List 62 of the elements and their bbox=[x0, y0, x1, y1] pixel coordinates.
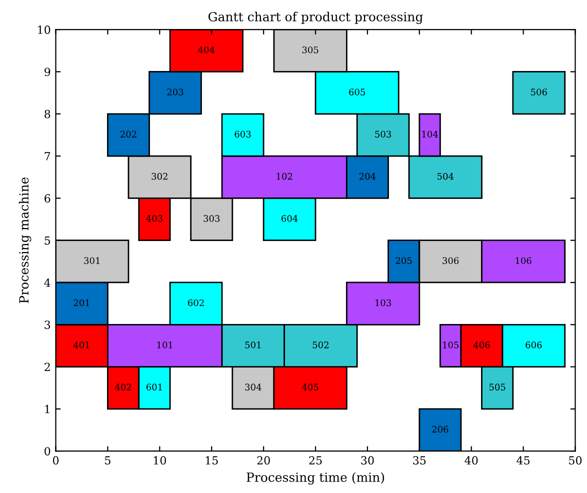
series-label: 305 bbox=[302, 46, 318, 54]
series-label: 304 bbox=[245, 384, 262, 390]
series-label: 602 bbox=[188, 299, 204, 306]
series-label: 605 bbox=[349, 88, 365, 96]
series-label: 306 bbox=[442, 257, 459, 264]
series-label: 503 bbox=[375, 130, 391, 138]
y-tick-label: 5 bbox=[44, 236, 50, 245]
x-tick-label: 15 bbox=[206, 456, 218, 465]
y-tick-label: 9 bbox=[44, 68, 50, 76]
series-label: 105 bbox=[443, 342, 458, 348]
series-label: 201 bbox=[74, 299, 90, 306]
series-label: 504 bbox=[438, 172, 454, 180]
series-label: 404 bbox=[198, 46, 215, 54]
y-tick-label: 4 bbox=[44, 278, 50, 287]
series-label: 502 bbox=[312, 342, 328, 348]
series-label: 106 bbox=[516, 257, 532, 264]
x-tick-label: 20 bbox=[257, 456, 270, 465]
x-axis-title: Processing time (min) bbox=[246, 472, 384, 485]
series-label: 506 bbox=[531, 88, 547, 96]
series-label: 501 bbox=[245, 342, 261, 348]
y-tick-label: 0 bbox=[44, 447, 50, 456]
bar bbox=[512, 71, 566, 115]
y-tick-label: 7 bbox=[44, 152, 50, 160]
y-tick-label: 3 bbox=[44, 320, 50, 330]
series-label: 102 bbox=[276, 172, 292, 180]
x-tick-label: 35 bbox=[413, 456, 426, 465]
series-label: 505 bbox=[489, 384, 506, 390]
y-axis-title: Processing machine bbox=[18, 177, 32, 304]
series-label: 103 bbox=[376, 299, 391, 306]
x-tick-label: 5 bbox=[105, 456, 110, 465]
chart-title: Gantt chart of product processing bbox=[208, 12, 423, 24]
x-tick-label: 0 bbox=[52, 456, 59, 465]
series-label: 203 bbox=[167, 88, 184, 96]
x-tick-label: 50 bbox=[569, 456, 582, 465]
series-label: 303 bbox=[204, 215, 220, 222]
series-label: 202 bbox=[120, 130, 136, 138]
series-label: 606 bbox=[526, 342, 542, 348]
series-label: 603 bbox=[234, 130, 251, 138]
x-tick-label: 45 bbox=[516, 456, 530, 465]
x-tick-label: 40 bbox=[464, 456, 478, 465]
y-tick-label: 8 bbox=[44, 110, 50, 118]
series-label: 204 bbox=[359, 172, 376, 180]
series-label: 405 bbox=[302, 384, 318, 390]
series-label: 302 bbox=[152, 172, 168, 180]
series-label: 402 bbox=[114, 384, 132, 390]
x-tick-label: 30 bbox=[361, 456, 374, 465]
series-label: 205 bbox=[396, 257, 412, 264]
series-label: 401 bbox=[73, 342, 90, 348]
series-label: 101 bbox=[157, 342, 172, 348]
x-tick-label: 25 bbox=[309, 456, 322, 465]
series-label: 206 bbox=[432, 426, 448, 433]
series-label: 301 bbox=[84, 257, 100, 264]
series-label: 104 bbox=[422, 130, 438, 138]
series-label: 604 bbox=[282, 215, 298, 222]
series-label: 403 bbox=[146, 215, 162, 222]
y-tick-label: 2 bbox=[44, 362, 50, 372]
y-tick-label: 6 bbox=[44, 194, 50, 203]
series-label: 601 bbox=[146, 384, 162, 390]
series-label: 406 bbox=[473, 342, 490, 348]
y-tick-label: 10 bbox=[38, 26, 50, 34]
y-tick-label: 1 bbox=[45, 404, 50, 414]
x-tick-label: 10 bbox=[154, 456, 166, 465]
